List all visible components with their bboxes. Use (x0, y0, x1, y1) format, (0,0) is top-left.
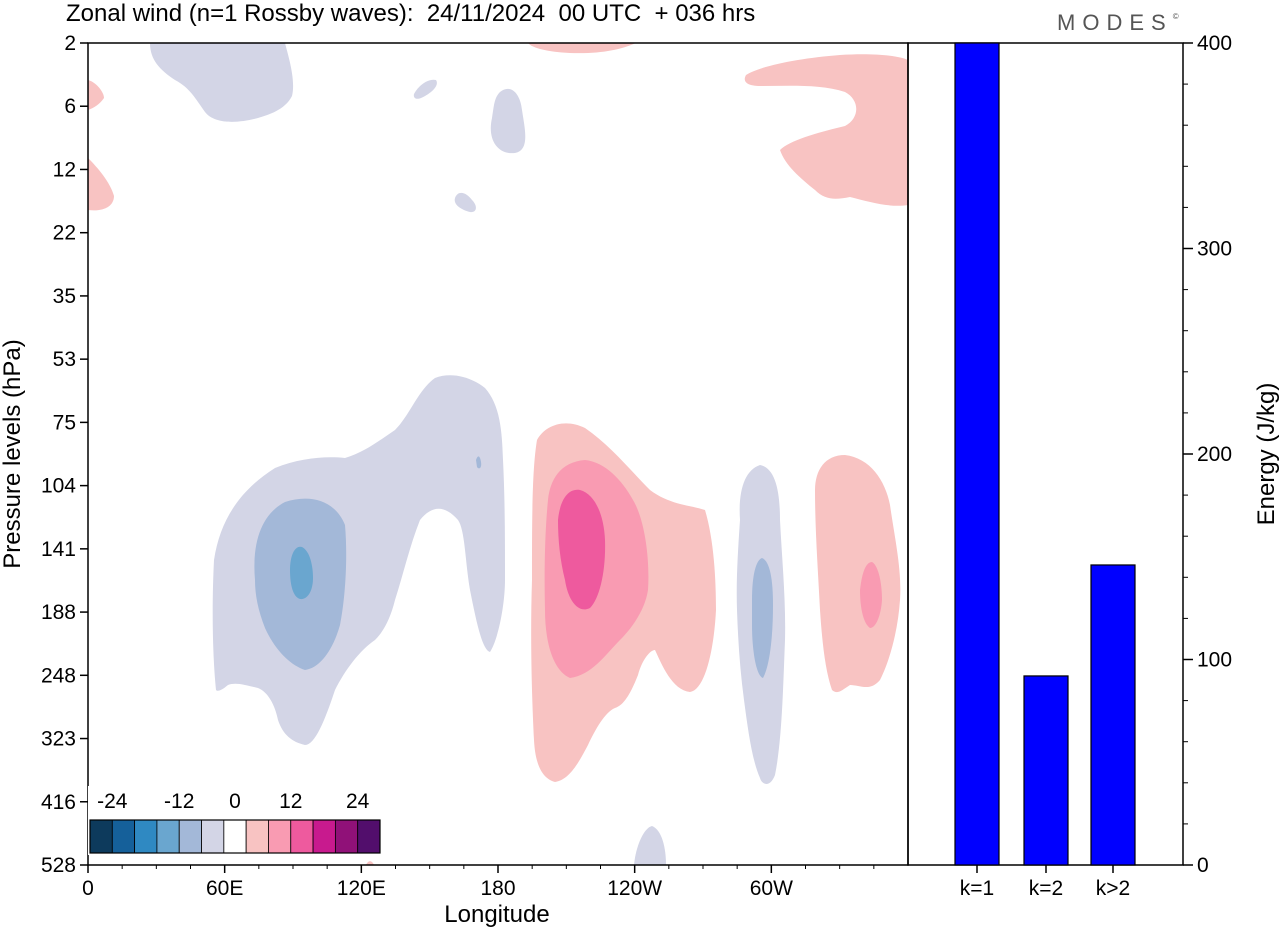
y-tick-label: 53 (53, 348, 76, 371)
contour-pos-right (815, 455, 901, 693)
contour-field (88, 43, 908, 865)
colorbar-swatch (357, 819, 381, 854)
x-tick-label: 120E (337, 877, 386, 900)
contour-pos-edge-2 (88, 158, 114, 211)
colorbar-swatch (290, 819, 314, 854)
colorbar-swatch (201, 819, 225, 854)
colorbar-label: 12 (279, 790, 302, 813)
contour-neg-right-core (752, 558, 773, 678)
y-tick-label: 323 (41, 728, 76, 751)
y-tick-label: 22 (53, 222, 76, 245)
colorbar-swatch (89, 819, 113, 854)
colorbar-swatch (245, 819, 269, 854)
x-tick-label: 120W (607, 877, 662, 900)
bar-category-label: k=2 (1029, 877, 1063, 900)
bar-k>2 (1090, 564, 1136, 866)
contour-pos-topright (744, 54, 908, 206)
bar-k=1 (954, 42, 1000, 866)
colorbar-swatch (111, 819, 136, 854)
contour-neg-top (150, 43, 294, 122)
contour-neg-small-2 (490, 88, 526, 154)
energy-axis: 0 100 200 300 400 (1183, 32, 1232, 877)
colorbar-swatch (223, 819, 247, 854)
x-axis-title: Longitude (444, 901, 549, 928)
contour-pos-core (558, 489, 606, 610)
energy-tick-label: 100 (1197, 649, 1232, 672)
energy-axis-title: Energy (J/kg) (1253, 383, 1280, 526)
colorbar-label: 24 (346, 790, 370, 813)
copyright-mark: © (1172, 12, 1179, 21)
y-tick-label: 6 (64, 95, 76, 118)
bar-category-label: k=1 (960, 877, 994, 900)
bar-k=2 (1023, 675, 1069, 866)
colorbar-swatch (312, 819, 336, 854)
colorbar-swatch (334, 819, 359, 854)
y-axis-title: Pressure levels (hPa) (0, 339, 26, 568)
contour-pos-top (528, 43, 636, 54)
y-tick-label: 2 (64, 32, 76, 55)
y-tick-label: 188 (41, 601, 76, 624)
x-tick-label: 180 (480, 877, 515, 900)
contour-pos-bottom-speck (366, 861, 374, 865)
contour-neg-small-3 (454, 192, 476, 213)
colorbar-frame (89, 819, 381, 854)
brand-text: MODES (1057, 10, 1173, 35)
longitude-axis: 0 60E 120E 180 120W 60W (82, 865, 875, 900)
contour-neg-bottom (634, 826, 666, 865)
y-tick-label: 248 (41, 664, 76, 687)
contour-neg-core (290, 546, 313, 600)
contour-neg-small-1 (413, 79, 437, 99)
modes-logo: MODES© (1057, 10, 1179, 36)
colorbar-swatch (268, 819, 292, 854)
energy-tick-label: 200 (1197, 443, 1232, 466)
chart-title: Zonal wind (n=1 Rossby waves): 24/11/202… (66, 0, 756, 27)
y-tick-label: 35 (53, 285, 76, 308)
x-tick-label: 60E (206, 877, 243, 900)
bar-category-label: k>2 (1096, 877, 1130, 900)
colorbar-label: -24 (97, 790, 128, 813)
colorbar-legend: -24 -12 0 12 24 (88, 786, 382, 855)
x-tick-label: 60W (750, 877, 793, 900)
colorbar-label: -12 (164, 790, 194, 813)
contour-pos-right-core (860, 562, 882, 628)
y-tick-label: 75 (53, 411, 76, 434)
contour-neg-speck (476, 456, 482, 469)
energy-tick-label: 400 (1197, 32, 1232, 55)
contour-pos-edge-1 (88, 80, 104, 110)
pressure-axis: 2 6 12 22 35 53 75 104 141 188 248 323 416 528 (41, 32, 88, 877)
colorbar-swatch (134, 819, 158, 854)
y-tick-label: 416 (41, 791, 76, 814)
energy-bars: k=1 k=2 k>2 (954, 42, 1136, 900)
x-tick-label: 0 (82, 877, 94, 900)
y-tick-label: 12 (53, 158, 76, 181)
colorbar-swatch (156, 819, 180, 854)
y-tick-label: 104 (41, 475, 76, 498)
colorbar-swatch (178, 819, 202, 854)
y-tick-label: 528 (41, 854, 76, 877)
energy-tick-label: 0 (1197, 854, 1209, 877)
energy-tick-label: 300 (1197, 238, 1232, 261)
y-tick-label: 141 (41, 538, 76, 561)
colorbar-label: 0 (229, 790, 241, 813)
